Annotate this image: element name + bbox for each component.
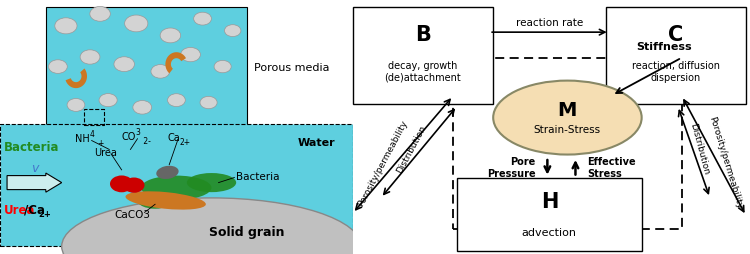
Ellipse shape <box>494 81 642 155</box>
Ellipse shape <box>187 173 236 193</box>
Circle shape <box>200 97 217 109</box>
Polygon shape <box>65 69 87 89</box>
Text: C: C <box>668 25 683 45</box>
Text: Stiffness: Stiffness <box>636 42 692 52</box>
FancyBboxPatch shape <box>605 8 746 104</box>
Ellipse shape <box>62 198 362 254</box>
Circle shape <box>167 94 185 107</box>
Circle shape <box>114 58 134 72</box>
Text: +: + <box>97 138 104 147</box>
Text: Urea: Urea <box>94 147 117 157</box>
Circle shape <box>124 16 148 33</box>
Text: Porous media: Porous media <box>254 62 329 72</box>
Text: Bacteria: Bacteria <box>236 171 280 182</box>
Text: 3: 3 <box>136 128 140 137</box>
Text: Pore
Pressure: Pore Pressure <box>487 157 536 178</box>
Text: /Ca: /Ca <box>24 203 45 216</box>
Text: NH: NH <box>75 133 90 144</box>
Circle shape <box>55 19 77 35</box>
Text: 2-: 2- <box>141 137 151 146</box>
Circle shape <box>80 51 100 65</box>
Ellipse shape <box>137 193 172 209</box>
Circle shape <box>123 178 145 193</box>
Text: Urea: Urea <box>4 203 35 216</box>
Ellipse shape <box>156 166 178 179</box>
Circle shape <box>224 26 241 37</box>
Circle shape <box>67 99 85 112</box>
Text: Effective
Stress: Effective Stress <box>587 157 636 178</box>
Text: 2+: 2+ <box>180 137 191 146</box>
Text: reaction, diffusion
dispersion: reaction, diffusion dispersion <box>632 61 720 82</box>
Text: decay, growth
(de)attachment: decay, growth (de)attachment <box>385 61 461 82</box>
Circle shape <box>90 7 110 22</box>
Text: 4: 4 <box>90 130 94 138</box>
Text: Porosity/permeability: Porosity/permeability <box>356 118 410 207</box>
Bar <box>84 109 104 126</box>
Text: Bacteria: Bacteria <box>4 141 59 154</box>
Ellipse shape <box>141 176 212 200</box>
Text: advection: advection <box>522 227 577 237</box>
Text: Distribution: Distribution <box>394 123 427 174</box>
Text: reaction rate: reaction rate <box>516 18 583 28</box>
Text: B: B <box>415 25 431 45</box>
Circle shape <box>99 94 117 107</box>
Circle shape <box>160 29 181 44</box>
Circle shape <box>194 13 211 26</box>
Bar <box>453 58 682 229</box>
Text: M: M <box>558 101 577 120</box>
Text: 2+: 2+ <box>38 210 51 218</box>
Circle shape <box>110 176 134 193</box>
Text: Porosity/permeability: Porosity/permeability <box>707 115 744 210</box>
Text: Solid grain: Solid grain <box>209 225 284 237</box>
FancyBboxPatch shape <box>457 178 642 251</box>
Bar <box>0 124 352 246</box>
Text: CaCO3: CaCO3 <box>114 210 150 220</box>
Text: Ca: Ca <box>167 132 180 142</box>
Circle shape <box>151 65 170 79</box>
Text: Distribution: Distribution <box>688 122 711 175</box>
Circle shape <box>181 48 200 62</box>
Text: Strain-Stress: Strain-Stress <box>534 124 601 135</box>
Polygon shape <box>166 53 186 74</box>
Text: Water: Water <box>297 137 334 147</box>
Ellipse shape <box>125 192 206 210</box>
Circle shape <box>214 61 231 73</box>
Text: v: v <box>32 161 39 174</box>
FancyArrow shape <box>7 173 62 193</box>
FancyBboxPatch shape <box>352 8 494 104</box>
Circle shape <box>133 101 152 115</box>
Text: CO: CO <box>122 132 136 142</box>
Text: H: H <box>541 191 558 211</box>
Bar <box>46 8 247 127</box>
Circle shape <box>49 60 68 74</box>
